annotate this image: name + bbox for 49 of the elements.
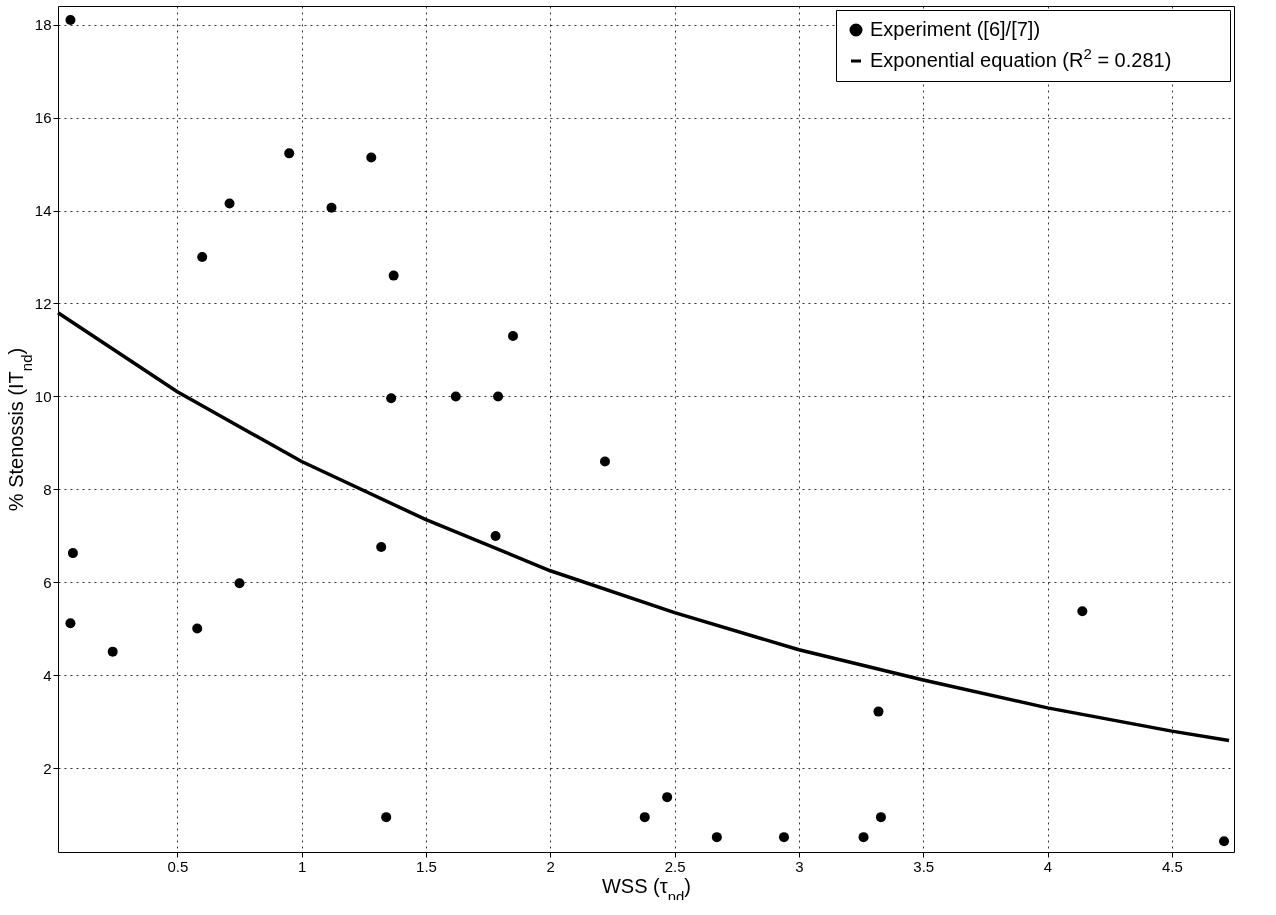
point (284, 148, 295, 159)
point (490, 530, 501, 541)
point (197, 252, 208, 262)
point (67, 548, 78, 559)
y-tick-label: 14 (34, 202, 52, 220)
x-tick-label: 1.5 (416, 857, 437, 875)
legend-label: Exponential equation (R$^{2}$ = 0.281) (870, 44, 1172, 71)
point (711, 832, 722, 843)
point (493, 391, 504, 402)
point (107, 646, 118, 657)
point (192, 623, 203, 634)
point (1219, 836, 1230, 847)
point (873, 706, 884, 717)
point (450, 391, 461, 402)
x-tick-label: 0.5 (167, 857, 189, 875)
point (381, 812, 392, 823)
y-tick-label: 2 (43, 759, 52, 777)
y-tick-label: 18 (34, 16, 52, 34)
x-tick-label: 3.5 (913, 857, 935, 875)
point (662, 792, 673, 803)
y-tick-label: 6 (43, 573, 52, 591)
point (386, 393, 397, 404)
x-tick-label: 4 (1043, 857, 1053, 875)
x-tick-label: 2 (546, 857, 555, 875)
point (234, 578, 245, 589)
point (858, 832, 869, 843)
y-tick-label: 10 (34, 387, 52, 405)
point (376, 542, 387, 553)
point (388, 270, 399, 281)
point (65, 618, 76, 629)
point (875, 812, 886, 823)
point (639, 812, 650, 823)
x-tick-label: 4.5 (1161, 857, 1183, 875)
point (778, 832, 789, 843)
y-tick-label: 16 (34, 109, 52, 127)
y-tick-label: 12 (34, 294, 52, 312)
point (507, 331, 518, 342)
x-tick-label: 1 (297, 857, 307, 875)
x-tick-label: 3 (795, 857, 804, 875)
point (65, 14, 76, 25)
y-tick-label: 4 (43, 666, 52, 684)
point (599, 456, 610, 467)
point (326, 202, 337, 213)
point (1077, 606, 1088, 617)
y-tick-label: 8 (43, 480, 52, 498)
point (224, 198, 235, 209)
x-tick-label: 2.5 (664, 857, 686, 875)
point (366, 152, 377, 163)
legend-label: Experiment ([6]/[7]) (870, 18, 1041, 40)
